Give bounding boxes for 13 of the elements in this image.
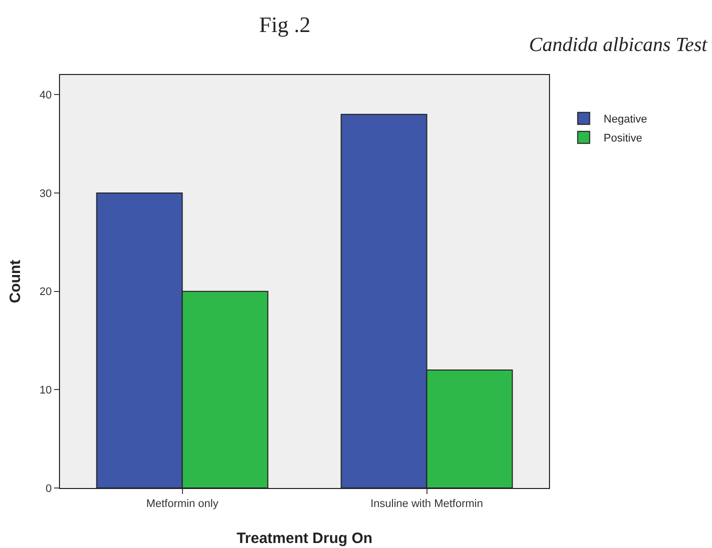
legend-label: Positive	[604, 132, 642, 145]
y-tick-label: 20	[40, 286, 52, 298]
x-tick-label: Insuline with Metformin	[370, 498, 483, 510]
y-tick-label: 0	[46, 482, 52, 495]
legend-label: Negative	[604, 114, 648, 126]
y-axis-title: Count	[7, 260, 24, 304]
chart-title: Fig .2	[259, 12, 310, 37]
y-tick-label: 40	[40, 90, 52, 102]
text: Candida albicans Test	[529, 34, 708, 56]
x-axis-title: Treatment Drug On	[236, 530, 372, 547]
y-tick-label: 10	[40, 384, 52, 397]
y-tick-label: 30	[40, 188, 52, 200]
x-tick-label: Metformin only	[146, 498, 219, 510]
